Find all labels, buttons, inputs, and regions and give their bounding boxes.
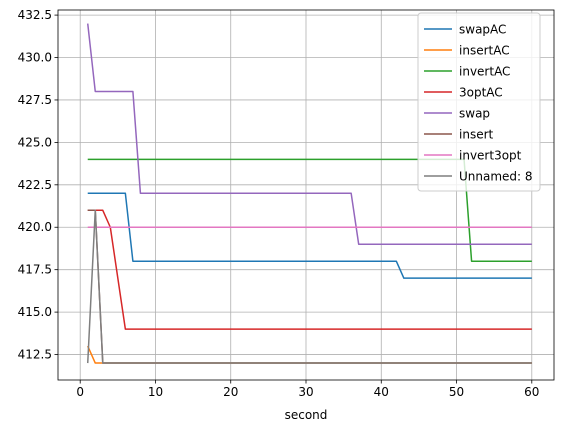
x-tick-label: 40 bbox=[374, 385, 389, 399]
legend-item: 3optAC bbox=[424, 86, 503, 100]
y-tick-label: 422.5 bbox=[18, 178, 52, 192]
legend-label: insert bbox=[459, 128, 494, 142]
legend-label: Unnamed: 8 bbox=[459, 170, 533, 184]
y-tick-label: 427.5 bbox=[18, 93, 52, 107]
y-tick-label: 417.5 bbox=[18, 263, 52, 277]
x-tick-label: 10 bbox=[148, 385, 163, 399]
y-tick-label: 432.5 bbox=[18, 8, 52, 22]
series-line-insert bbox=[87, 209, 532, 364]
legend-item: swapAC bbox=[424, 23, 506, 37]
legend-items: swapAC insertAC invertAC 3optAC swap insert in… bbox=[424, 23, 533, 184]
legend-item: invert3opt bbox=[424, 149, 522, 163]
y-tick-label: 412.5 bbox=[18, 348, 52, 362]
legend-label: swapAC bbox=[459, 23, 506, 37]
legend-box bbox=[417, 12, 541, 192]
x-tick-label: 30 bbox=[298, 385, 313, 399]
x-tick-label: 60 bbox=[524, 385, 539, 399]
legend-label: invertAC bbox=[459, 65, 510, 79]
legend-item: insert bbox=[424, 128, 494, 142]
x-tick-label: 50 bbox=[449, 385, 464, 399]
series-line-swap bbox=[86, 23, 532, 245]
legend-label: 3optAC bbox=[459, 86, 503, 100]
legend-item: invertAC bbox=[424, 65, 510, 79]
y-tick-label: 425.0 bbox=[18, 135, 52, 149]
legend-label: swap bbox=[459, 107, 490, 121]
y-tick-label: 415.0 bbox=[18, 305, 52, 319]
x-tick-label: 0 bbox=[76, 385, 84, 399]
x-axis-ticks: 0 10 20 30 40 50 60 bbox=[76, 380, 539, 399]
y-tick-label: 420.0 bbox=[18, 220, 52, 234]
series-line-invertac bbox=[87, 158, 532, 262]
legend-item: insertAC bbox=[424, 44, 510, 58]
series-line-swapac bbox=[87, 192, 532, 279]
legend-item: swap bbox=[424, 107, 490, 121]
x-axis-label: second bbox=[285, 408, 328, 422]
series-layer bbox=[86, 23, 532, 364]
legend-label: invert3opt bbox=[459, 149, 522, 163]
y-axis-ticks: 412.5 415.0 417.5 420.0 422.5 425.0 427.5 430.0… bbox=[18, 8, 58, 362]
legend: swapAC insertAC invertAC 3optAC swap insert in… bbox=[417, 12, 541, 192]
legend-label: insertAC bbox=[459, 44, 510, 58]
series-line-unnamed-8 bbox=[86, 209, 532, 364]
x-tick-label: 20 bbox=[223, 385, 238, 399]
y-tick-label: 430.0 bbox=[18, 51, 52, 65]
legend-item: Unnamed: 8 bbox=[424, 170, 533, 184]
